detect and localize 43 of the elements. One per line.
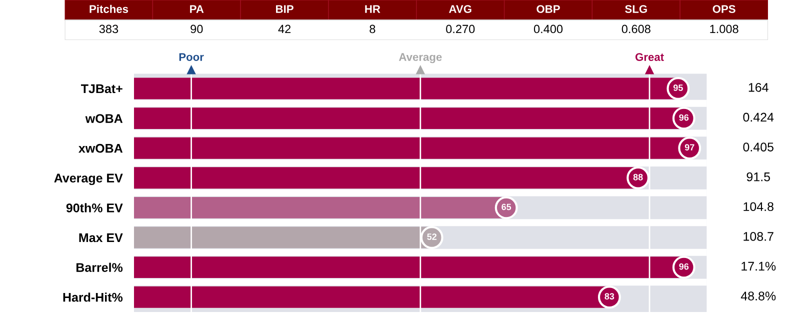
y-tick-label: Max EV xyxy=(79,233,123,242)
data-label: 65 xyxy=(502,204,512,210)
data-label: 83 xyxy=(604,293,614,300)
y-tick-label: xwOBA xyxy=(78,144,123,153)
text: 0.608 xyxy=(622,24,650,34)
category-label: HR xyxy=(365,5,380,13)
category-label: OPS xyxy=(712,5,736,13)
text: 0.424 xyxy=(743,112,774,122)
y-tick-label: Barrel% xyxy=(76,262,123,272)
category-label: AVG xyxy=(448,5,472,13)
text: 383 xyxy=(99,24,118,34)
y-tick-label: Average EV xyxy=(54,174,123,186)
ref-line-label: Poor xyxy=(179,53,204,61)
text: 104.8 xyxy=(744,202,774,212)
text: 8 xyxy=(370,24,376,34)
y-tick-label: wOBA xyxy=(85,114,123,123)
text: 0.270 xyxy=(446,24,475,34)
category-label: PA xyxy=(190,5,204,13)
category-label: OBP xyxy=(536,5,560,13)
category-label: BIP xyxy=(276,5,294,13)
data-label: 96 xyxy=(679,114,689,121)
text: 91.5 xyxy=(746,172,770,182)
text: 42 xyxy=(278,24,291,34)
data-label: 96 xyxy=(679,263,689,270)
text: 1.008 xyxy=(710,24,738,34)
text: 90 xyxy=(190,24,203,34)
text: 17.1% xyxy=(742,262,776,271)
data-label: 97 xyxy=(684,144,694,151)
data-label: 95 xyxy=(673,84,683,91)
y-tick-label: Hard-Hit% xyxy=(63,292,123,302)
category-label: SLG xyxy=(625,5,647,13)
text: 0.400 xyxy=(534,24,563,34)
text: 164 xyxy=(748,83,768,92)
y-tick-label: 90th% EV xyxy=(66,203,123,212)
data-label: 52 xyxy=(427,234,437,240)
ref-line-label: Average xyxy=(398,53,442,64)
y-tick-label: TJBat+ xyxy=(81,84,122,94)
category-label: Pitches xyxy=(90,4,128,13)
data-label: 88 xyxy=(633,174,643,180)
text: 108.7 xyxy=(744,232,774,241)
text: 48.8% xyxy=(740,292,776,300)
ref-line-label: Great xyxy=(635,53,664,61)
text: 0.405 xyxy=(743,142,774,152)
